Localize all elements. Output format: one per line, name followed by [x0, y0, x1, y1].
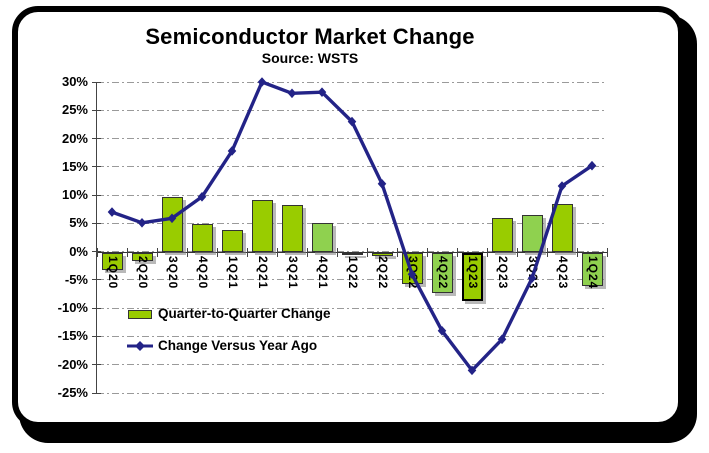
yoy-line-series — [107, 77, 597, 376]
x-axis-label-3Q21: 3Q21 — [286, 255, 300, 289]
x-axis-tick — [276, 247, 278, 257]
y-axis-tick — [92, 364, 101, 366]
y-axis-label: 15% — [61, 158, 88, 174]
x-axis-label-1Q20: 1Q20 — [106, 255, 120, 289]
x-axis-label-1Q23: 1Q23 — [466, 255, 480, 289]
line-series-marker-icon — [127, 341, 153, 351]
x-axis-tick — [486, 247, 488, 257]
y-axis-label: 30% — [61, 74, 88, 89]
x-axis-line — [97, 251, 607, 253]
x-axis-tick — [516, 247, 518, 257]
x-axis-label-4Q20: 4Q20 — [196, 255, 210, 289]
x-axis-label-2Q22: 2Q22 — [376, 255, 390, 289]
bar-4Q23 — [551, 204, 573, 252]
y-axis-label: 25% — [61, 102, 88, 118]
y-axis-tick — [92, 109, 101, 111]
gridline — [97, 81, 607, 83]
gridline — [97, 307, 607, 309]
bar-3Q20 — [161, 196, 183, 252]
x-axis-tick — [96, 247, 98, 257]
gridline — [97, 392, 607, 394]
y-axis-label: 20% — [61, 130, 88, 146]
x-axis-label-2Q21: 2Q21 — [256, 255, 270, 289]
bar-3Q23 — [521, 215, 543, 252]
y-axis-tick — [92, 81, 101, 83]
y-axis-tick — [92, 279, 101, 281]
x-axis-label-2Q23: 2Q23 — [496, 255, 510, 289]
y-axis-label: -20% — [57, 356, 88, 372]
x-axis-label-1Q22: 1Q22 — [346, 255, 360, 289]
bar-series-swatch-icon — [128, 310, 152, 319]
x-axis-tick — [126, 247, 128, 257]
y-axis-tick — [92, 166, 101, 168]
y-axis-label: 5% — [69, 215, 88, 231]
bar-4Q22 — [431, 252, 453, 293]
y-axis-label: 10% — [61, 187, 88, 203]
y-axis-line — [96, 82, 97, 393]
gridline — [97, 109, 607, 111]
legend-line-label: Change Versus Year Ago — [158, 338, 318, 353]
y-axis-tick — [92, 335, 101, 337]
bar-1Q22 — [341, 252, 363, 256]
chart-title: Semiconductor Market Change — [145, 24, 475, 49]
x-axis-tick — [546, 247, 548, 257]
bar-1Q24 — [581, 252, 603, 286]
x-axis-tick — [186, 247, 188, 257]
x-axis-tick — [576, 247, 578, 257]
x-axis-label-1Q24: 1Q24 — [586, 255, 600, 289]
y-axis-label: -5% — [64, 271, 88, 287]
y-axis-tick — [92, 222, 101, 224]
gridline — [97, 335, 607, 337]
x-axis-label-4Q22: 4Q22 — [436, 255, 450, 289]
x-axis-tick — [246, 247, 248, 257]
y-axis-tick — [92, 194, 101, 196]
yoy-line-markers — [107, 77, 597, 376]
bar-2Q20 — [131, 252, 153, 262]
bar-2Q22 — [371, 252, 393, 257]
gridline — [97, 194, 607, 196]
x-axis-tick — [156, 247, 158, 257]
gridline — [97, 166, 607, 168]
bar-4Q21 — [311, 223, 333, 252]
x-axis-tick — [396, 247, 398, 257]
gridline — [97, 279, 607, 281]
bar-4Q20 — [191, 224, 213, 252]
y-axis-label: -15% — [57, 328, 88, 344]
bar-2Q23 — [491, 217, 513, 252]
x-axis-label-4Q21: 4Q21 — [316, 255, 330, 289]
y-axis-tick — [92, 307, 101, 309]
x-axis-label-1Q21: 1Q21 — [226, 255, 240, 289]
plot-area: 1Q20 2Q20 3Q20 4Q20 1Q21 2Q21 3Q21 4Q21 1Q22 2Q22… — [92, 77, 608, 394]
gridline — [97, 222, 607, 224]
x-axis-label-3Q20: 3Q20 — [166, 255, 180, 289]
bar-1Q21 — [221, 230, 243, 252]
y-axis-label: -25% — [57, 385, 88, 400]
bar-3Q21 — [281, 205, 303, 252]
x-axis-tick — [366, 247, 368, 257]
x-axis-tick — [456, 247, 458, 257]
x-axis-label-2Q20: 2Q20 — [136, 255, 150, 289]
legend-bar-label: Quarter-to-Quarter Change — [158, 306, 331, 321]
x-axis-tick — [426, 247, 428, 257]
x-axis-tick — [606, 247, 608, 257]
y-axis-label: -10% — [57, 300, 88, 316]
x-axis-tick — [336, 247, 338, 257]
bar-1Q23 — [461, 252, 483, 301]
y-axis-tick — [92, 392, 101, 394]
gridline — [97, 138, 607, 140]
x-axis-tick — [216, 247, 218, 257]
y-axis-label: 0% — [69, 243, 88, 259]
bar-1Q20 — [101, 252, 123, 271]
bar-2Q21 — [251, 200, 273, 252]
gridline — [97, 364, 607, 366]
y-axis-tick — [92, 138, 101, 140]
x-axis-tick — [306, 247, 308, 257]
x-axis-label-4Q23: 4Q23 — [556, 255, 570, 289]
chart-subtitle: Source: WSTS — [261, 50, 359, 66]
